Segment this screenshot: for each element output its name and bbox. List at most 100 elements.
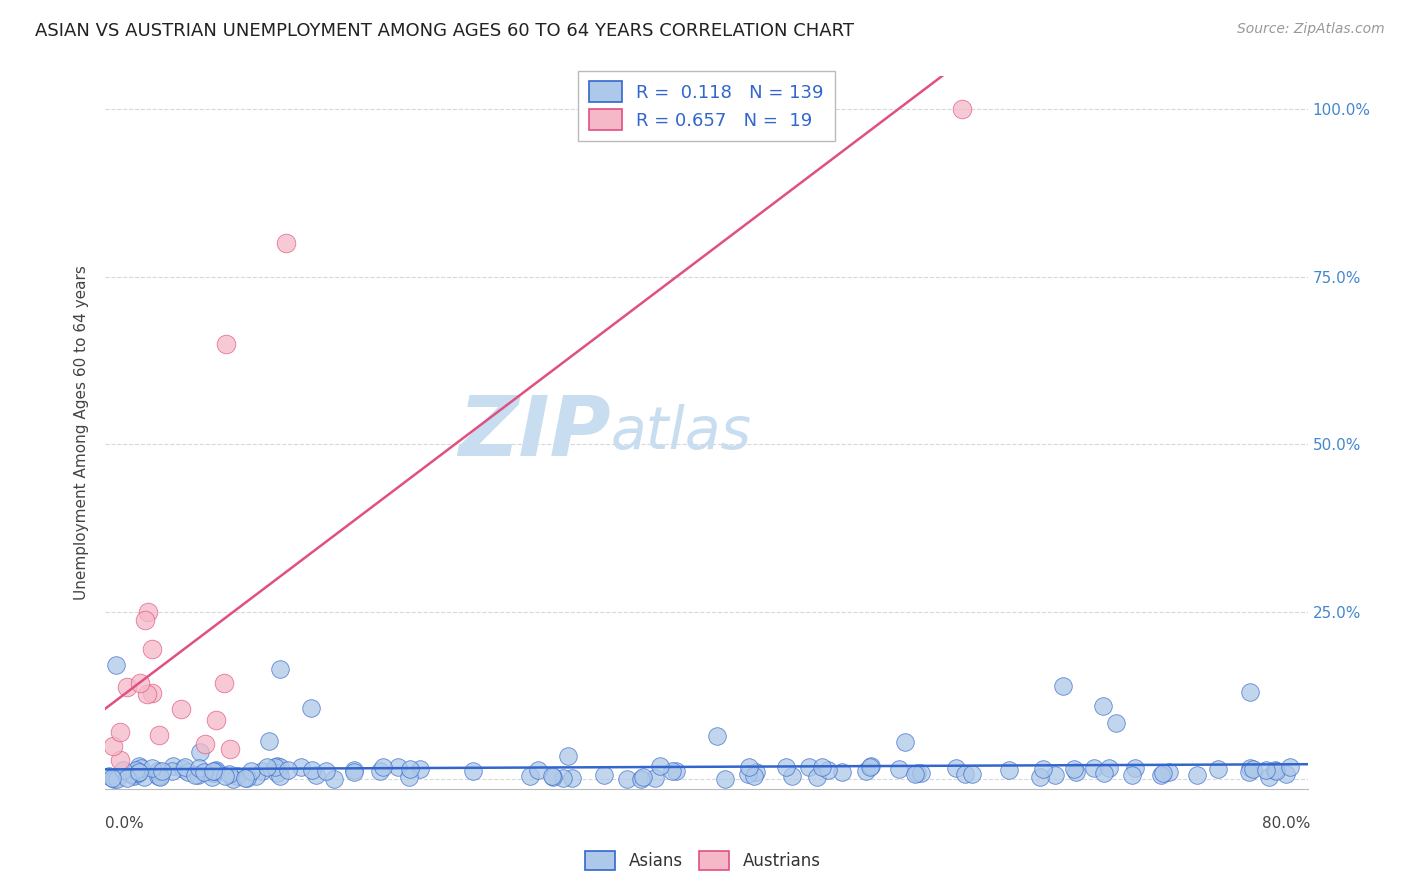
Point xyxy=(315,764,337,778)
Point xyxy=(737,767,759,781)
Point xyxy=(387,760,409,774)
Text: atlas: atlas xyxy=(610,404,751,461)
Point xyxy=(117,771,139,785)
Point xyxy=(1149,767,1171,781)
Point xyxy=(169,701,191,715)
Point xyxy=(127,765,149,780)
Point xyxy=(131,761,153,775)
Point xyxy=(945,761,967,775)
Point xyxy=(202,765,225,780)
Point xyxy=(212,676,235,690)
Point xyxy=(101,739,124,753)
Text: 80.0%: 80.0% xyxy=(1263,816,1310,830)
Point xyxy=(894,735,917,749)
Point xyxy=(188,745,211,759)
Point xyxy=(1091,698,1114,713)
Point xyxy=(146,764,169,778)
Point xyxy=(240,764,263,778)
Point xyxy=(202,765,225,780)
Point xyxy=(811,760,834,774)
Point xyxy=(661,764,683,778)
Point xyxy=(266,765,288,780)
Point xyxy=(277,763,299,777)
Point xyxy=(110,725,132,739)
Point xyxy=(120,767,142,781)
Point xyxy=(173,760,195,774)
Point xyxy=(1239,685,1261,699)
Point xyxy=(204,763,226,777)
Point xyxy=(910,765,932,780)
Point xyxy=(1237,764,1260,779)
Point xyxy=(104,658,127,673)
Point xyxy=(266,759,288,773)
Point xyxy=(222,772,245,786)
Point xyxy=(236,771,259,785)
Point xyxy=(371,760,394,774)
Point xyxy=(150,764,173,778)
Point xyxy=(797,760,820,774)
Point xyxy=(202,764,225,778)
Point xyxy=(831,764,853,779)
Point xyxy=(463,764,485,779)
Point xyxy=(184,768,207,782)
Point xyxy=(665,764,688,778)
Point xyxy=(323,772,346,787)
Point xyxy=(742,769,765,783)
Point xyxy=(1105,716,1128,731)
Point xyxy=(218,767,240,781)
Point xyxy=(115,681,138,695)
Point xyxy=(194,737,217,751)
Point xyxy=(299,701,322,715)
Point xyxy=(201,770,224,784)
Point xyxy=(98,769,121,783)
Point xyxy=(1241,763,1264,777)
Point xyxy=(269,760,291,774)
Point xyxy=(1187,768,1209,782)
Point xyxy=(1045,768,1067,782)
Point xyxy=(135,687,157,701)
Point xyxy=(1275,767,1298,781)
Point xyxy=(1208,762,1230,776)
Point xyxy=(141,686,163,700)
Point xyxy=(290,760,312,774)
Point xyxy=(398,763,420,777)
Point xyxy=(1063,762,1085,776)
Point xyxy=(526,763,548,777)
Point xyxy=(817,763,839,777)
Text: Source: ZipAtlas.com: Source: ZipAtlas.com xyxy=(1237,22,1385,37)
Point xyxy=(204,764,226,779)
Point xyxy=(631,770,654,784)
Point xyxy=(714,772,737,787)
Point xyxy=(108,753,131,767)
Legend: R =  0.118   N = 139, R = 0.657   N =  19: R = 0.118 N = 139, R = 0.657 N = 19 xyxy=(578,70,835,141)
Point xyxy=(1064,765,1087,780)
Point xyxy=(205,713,228,727)
Point xyxy=(274,236,297,251)
Point xyxy=(1092,765,1115,780)
Point xyxy=(162,759,184,773)
Point xyxy=(650,759,672,773)
Point xyxy=(1052,679,1074,693)
Point xyxy=(233,771,256,785)
Point xyxy=(593,768,616,782)
Point xyxy=(125,764,148,778)
Point xyxy=(775,760,797,774)
Point xyxy=(1152,765,1174,780)
Point xyxy=(616,772,638,787)
Point xyxy=(519,769,541,783)
Text: 0.0%: 0.0% xyxy=(105,816,145,830)
Point xyxy=(859,759,882,773)
Point xyxy=(134,613,156,627)
Point xyxy=(226,769,249,783)
Point xyxy=(1032,762,1054,776)
Point xyxy=(193,764,215,779)
Point xyxy=(953,767,976,781)
Point xyxy=(146,769,169,783)
Point xyxy=(1265,764,1288,778)
Point xyxy=(1254,763,1277,777)
Point xyxy=(889,762,911,776)
Point xyxy=(1258,770,1281,784)
Point xyxy=(128,765,150,780)
Point xyxy=(855,764,877,778)
Point xyxy=(172,762,194,776)
